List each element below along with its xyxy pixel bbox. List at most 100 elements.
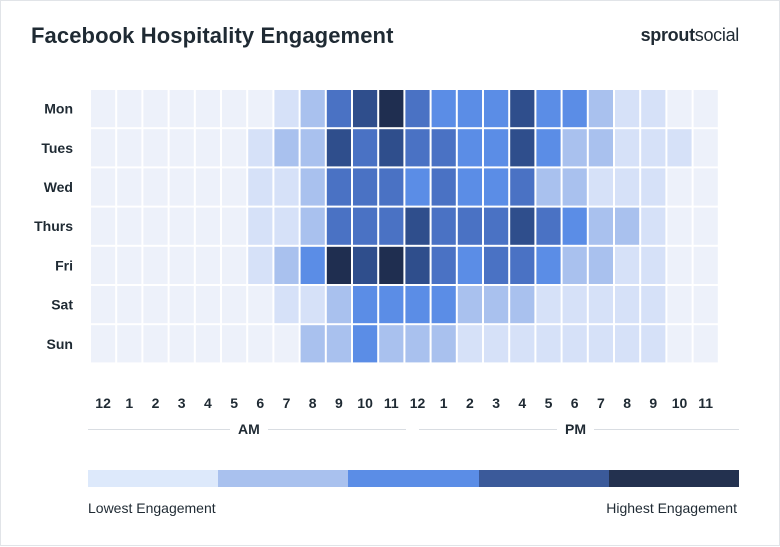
heatmap-cell — [274, 246, 299, 284]
heatmap-cell — [641, 207, 666, 245]
heatmap-cell — [693, 90, 718, 128]
row-label-sun: Sun — [47, 336, 73, 352]
heatmap-cell — [169, 207, 194, 245]
heatmap-cell — [667, 325, 692, 363]
sproutsocial-logo: sproutsocial — [641, 25, 740, 46]
heatmap-cell — [615, 168, 640, 206]
heatmap-cell — [484, 325, 509, 363]
heatmap-cell — [222, 286, 247, 324]
heatmap-cell — [248, 286, 273, 324]
heatmap-cell — [510, 90, 535, 128]
heatmap-cell — [379, 246, 404, 284]
heatmap-cell — [510, 168, 535, 206]
hour-tick-label: 12 — [95, 395, 111, 411]
heatmap-cell — [457, 129, 482, 167]
hour-tick-label: 6 — [571, 395, 579, 411]
hour-tick-label: 1 — [440, 395, 448, 411]
heatmap-cell — [431, 90, 456, 128]
hour-tick-label: 3 — [178, 395, 186, 411]
heatmap-cell — [588, 286, 613, 324]
heatmap-cell — [484, 207, 509, 245]
heatmap-cell — [117, 129, 142, 167]
heatmap-cell — [353, 168, 378, 206]
heatmap-cell — [300, 207, 325, 245]
heatmap-cell — [405, 246, 430, 284]
heatmap-cell — [641, 325, 666, 363]
heatmap-cell — [536, 325, 561, 363]
heatmap-cell — [195, 325, 220, 363]
heatmap-cell — [484, 168, 509, 206]
hour-tick-label: 7 — [597, 395, 605, 411]
heatmap-cell — [667, 207, 692, 245]
heatmap-cell — [300, 90, 325, 128]
heatmap-cell — [615, 286, 640, 324]
heatmap-cell — [248, 129, 273, 167]
hour-tick-label: 12 — [410, 395, 426, 411]
heatmap-cell — [615, 207, 640, 245]
heatmap-cell — [91, 207, 116, 245]
heatmap-cell — [510, 129, 535, 167]
heatmap-cell — [326, 207, 351, 245]
heatmap-cell — [143, 246, 168, 284]
heatmap-cell — [510, 286, 535, 324]
hour-tick-label: 5 — [230, 395, 238, 411]
heatmap-cell — [405, 325, 430, 363]
hour-tick-label: 3 — [492, 395, 500, 411]
heatmap-cell — [353, 129, 378, 167]
hour-tick-label: 9 — [335, 395, 343, 411]
logo-regular-text: social — [694, 25, 740, 45]
heatmap-cell — [300, 325, 325, 363]
heatmap-cell — [274, 129, 299, 167]
heatmap-cell — [667, 286, 692, 324]
heatmap-cell — [405, 90, 430, 128]
heatmap-cell — [615, 129, 640, 167]
heatmap-cell — [169, 246, 194, 284]
heatmap-cell — [379, 325, 404, 363]
heatmap-cell — [326, 246, 351, 284]
hour-tick-label: 10 — [672, 395, 688, 411]
heatmap-cell — [353, 90, 378, 128]
heatmap-cell — [536, 90, 561, 128]
heatmap-cell — [379, 207, 404, 245]
heatmap-cell — [91, 246, 116, 284]
hour-tick-label: 4 — [518, 395, 526, 411]
heatmap-cell — [353, 207, 378, 245]
heatmap-cell — [588, 325, 613, 363]
heatmap-cell — [457, 286, 482, 324]
heatmap-cell — [300, 168, 325, 206]
hour-tick-label: 2 — [466, 395, 474, 411]
heatmap-cell — [431, 207, 456, 245]
heatmap-cell — [641, 168, 666, 206]
heatmap-cell — [300, 129, 325, 167]
heatmap-cell — [274, 168, 299, 206]
heatmap-cell — [457, 90, 482, 128]
heatmap-cell — [405, 286, 430, 324]
heatmap-cell — [248, 325, 273, 363]
heatmap-cell — [431, 129, 456, 167]
heatmap-cell — [143, 325, 168, 363]
heatmap-cell — [91, 129, 116, 167]
heatmap-cell — [431, 325, 456, 363]
heatmap-cell — [379, 168, 404, 206]
row-label-thurs: Thurs — [34, 218, 73, 234]
heatmap-cell — [615, 246, 640, 284]
heatmap-cell — [667, 90, 692, 128]
legend-swatch-2 — [218, 470, 349, 487]
hour-tick-label: 7 — [283, 395, 291, 411]
heatmap-cell — [536, 207, 561, 245]
heatmap-cell — [484, 129, 509, 167]
hour-tick-label: 8 — [309, 395, 317, 411]
hour-tick-label: 11 — [384, 395, 399, 411]
row-label-fri: Fri — [55, 257, 73, 273]
heatmap-cell — [222, 129, 247, 167]
row-label-tues: Tues — [41, 140, 73, 156]
heatmap-cell — [248, 90, 273, 128]
heatmap-cell — [248, 168, 273, 206]
heatmap-cell — [222, 90, 247, 128]
heatmap-cell — [353, 286, 378, 324]
heatmap-cell — [195, 246, 220, 284]
heatmap-cell — [195, 90, 220, 128]
hour-tick-label: 10 — [357, 395, 373, 411]
row-label-sat: Sat — [51, 297, 73, 313]
heatmap-cell — [274, 207, 299, 245]
